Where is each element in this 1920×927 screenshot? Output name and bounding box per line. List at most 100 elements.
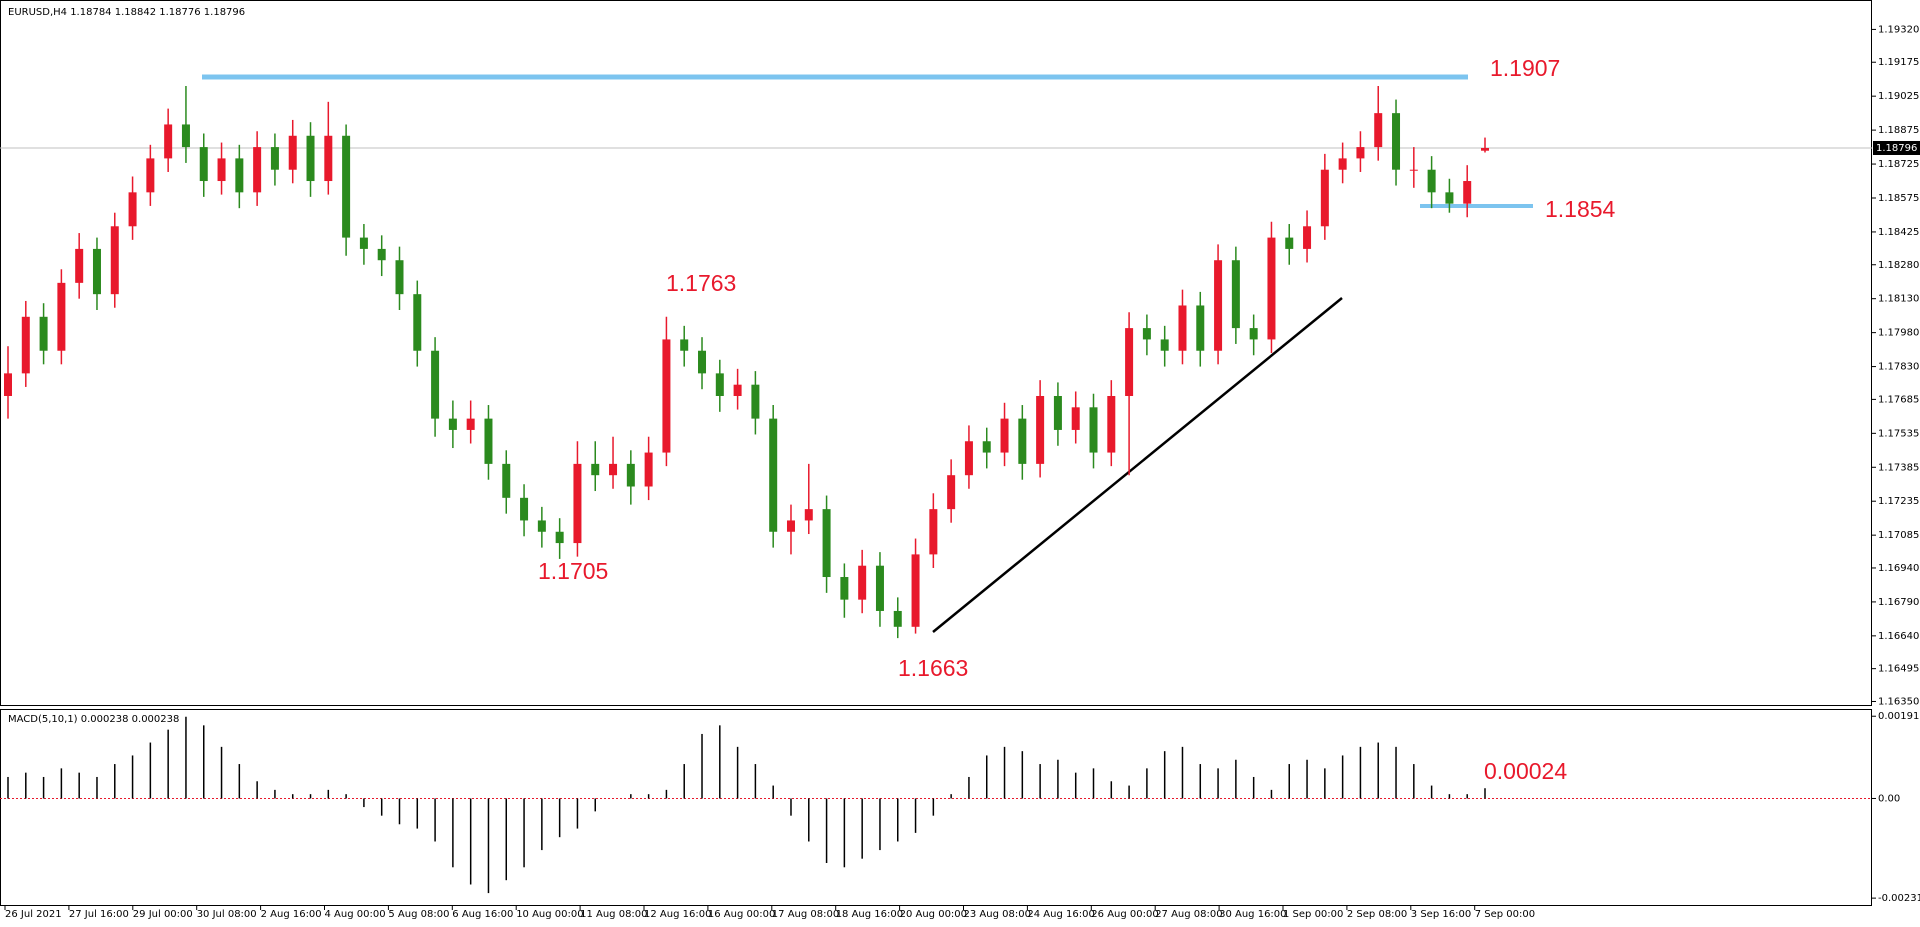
candle-body xyxy=(110,226,119,295)
candle-body xyxy=(1267,237,1276,340)
y-tick-label: 1.16940 xyxy=(1878,563,1919,574)
candle-body xyxy=(1107,395,1116,453)
candle-body xyxy=(1427,169,1436,193)
candle-body xyxy=(893,610,902,627)
annotation: 1.1763 xyxy=(666,270,736,296)
y-tick-label: 1.16790 xyxy=(1878,597,1919,608)
x-tick-label: 7 Sep 00:00 xyxy=(1475,909,1535,920)
candle-body xyxy=(146,158,155,193)
candle-body xyxy=(181,124,190,148)
candle-body xyxy=(1481,147,1489,151)
candle-body xyxy=(680,339,689,351)
x-tick-label: 27 Aug 08:00 xyxy=(1155,909,1222,920)
candle-body xyxy=(253,147,262,193)
candle-body xyxy=(520,497,529,521)
annotation: 1.1663 xyxy=(898,655,968,681)
candle-body xyxy=(75,248,84,283)
candle-body xyxy=(377,248,386,261)
annotation: 1.1854 xyxy=(1545,196,1616,222)
x-tick-label: 29 Jul 00:00 xyxy=(133,909,193,920)
annotation: 0.00024 xyxy=(1484,758,1567,784)
x-tick-label: 16 Aug 00:00 xyxy=(708,909,775,920)
candle-body xyxy=(573,463,582,544)
candle-body xyxy=(1463,181,1472,204)
candle-body xyxy=(1178,305,1187,351)
candle-body xyxy=(1338,158,1347,170)
y-tick-label: 1.17980 xyxy=(1878,328,1919,339)
candle-body xyxy=(751,384,760,419)
x-tick-label: 24 Aug 16:00 xyxy=(1027,909,1094,920)
candle-body xyxy=(21,316,30,374)
y-tick-label: 1.16495 xyxy=(1878,664,1919,675)
candle-body xyxy=(502,463,511,498)
candle-body xyxy=(395,260,404,295)
x-tick-label: 2 Aug 16:00 xyxy=(261,909,322,920)
x-tick-label: 11 Aug 08:00 xyxy=(580,909,647,920)
x-tick-label: 17 Aug 08:00 xyxy=(772,909,839,920)
candle-body xyxy=(537,520,546,532)
candle-body xyxy=(1036,395,1045,464)
candle-body xyxy=(164,124,173,159)
candle-body xyxy=(1374,113,1383,148)
x-tick-label: 30 Jul 08:00 xyxy=(197,909,257,920)
candle-body xyxy=(448,418,457,430)
x-tick-label: 10 Aug 00:00 xyxy=(516,909,583,920)
y-tick-label: 1.16640 xyxy=(1878,631,1919,642)
candle-body xyxy=(57,282,66,351)
candle-body xyxy=(1196,305,1205,351)
candle-body xyxy=(662,339,671,453)
y-tick-label: 1.18280 xyxy=(1878,260,1919,271)
x-tick-label: 20 Aug 00:00 xyxy=(900,909,967,920)
candle-body xyxy=(1231,260,1240,329)
main-panel xyxy=(0,0,1872,706)
candle-body xyxy=(1409,169,1418,171)
x-tick-label: 23 Aug 08:00 xyxy=(964,909,1031,920)
candle-body xyxy=(484,418,493,464)
y-tick-label: 1.17535 xyxy=(1878,428,1919,439)
candle-body xyxy=(1071,407,1080,430)
candle-body xyxy=(466,418,475,430)
candle-body xyxy=(911,554,920,627)
candle-body xyxy=(822,509,831,578)
candle-body xyxy=(413,294,422,351)
y-tick-label: 1.18875 xyxy=(1878,125,1919,136)
candle-body xyxy=(431,350,440,419)
chart-title: EURUSD,H4 1.18784 1.18842 1.18776 1.1879… xyxy=(8,7,245,18)
y-tick-label: 1.17235 xyxy=(1878,496,1919,507)
x-tick-label: 6 Aug 16:00 xyxy=(452,909,513,920)
candle-body xyxy=(1000,418,1009,453)
candle-body xyxy=(1160,339,1169,351)
candle-body xyxy=(804,509,813,521)
macd-panel xyxy=(0,709,1872,906)
annotation: 1.1705 xyxy=(538,558,608,584)
y-tick-label: 1.19175 xyxy=(1878,57,1919,68)
y-tick-label: 1.17385 xyxy=(1878,462,1919,473)
candle-body xyxy=(591,463,600,476)
candle-body xyxy=(1053,395,1062,430)
candle-body xyxy=(1285,237,1294,249)
price-tag-bg xyxy=(1873,140,1920,155)
x-tick-label: 27 Jul 16:00 xyxy=(69,909,129,920)
candle-body xyxy=(1320,169,1329,227)
candle-body xyxy=(715,373,724,396)
price-tag: 1.18796 xyxy=(1876,143,1917,154)
y-tick-label: 1.17085 xyxy=(1878,530,1919,541)
x-tick-label: 26 Jul 2021 xyxy=(5,909,62,920)
candle-body xyxy=(698,350,707,374)
trend-line xyxy=(932,297,1343,633)
candle-body xyxy=(858,565,867,600)
candle-body xyxy=(199,147,208,182)
candle-body xyxy=(1142,328,1151,340)
candle-body xyxy=(1356,147,1365,159)
x-tick-label: 4 Aug 00:00 xyxy=(325,909,386,920)
candle-body xyxy=(929,509,938,555)
candle-body xyxy=(39,316,48,351)
candle-body xyxy=(359,237,368,249)
candle-body xyxy=(270,147,279,170)
candle-body xyxy=(555,531,564,544)
y-tick-label: 0.00 xyxy=(1878,793,1900,804)
candle-body xyxy=(609,463,618,476)
candle-body xyxy=(235,158,244,193)
